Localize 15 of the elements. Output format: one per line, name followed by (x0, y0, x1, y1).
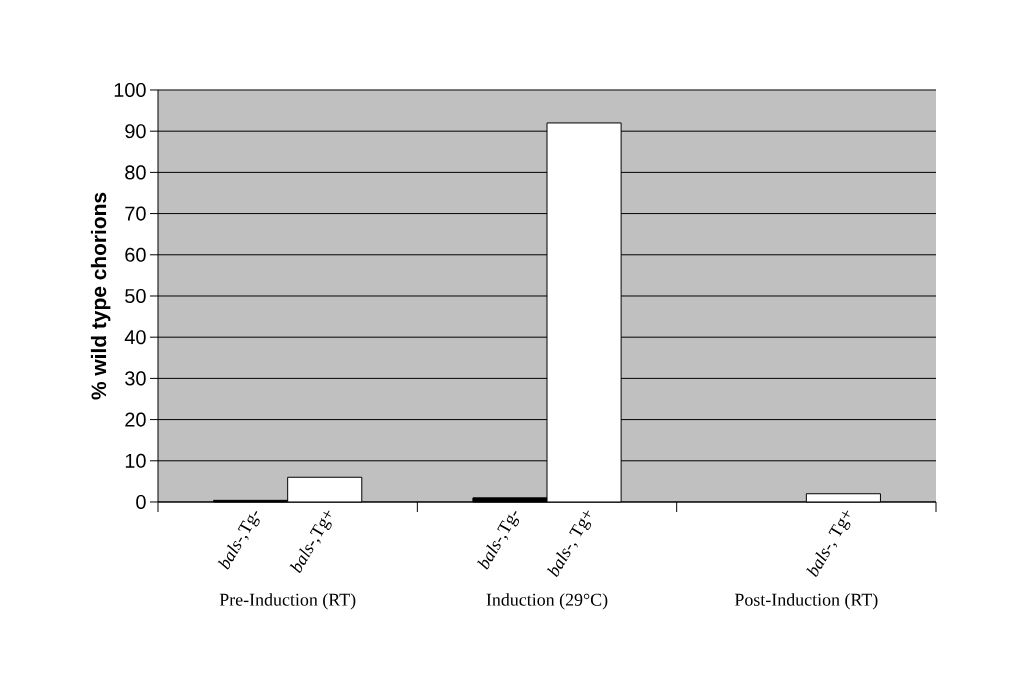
y-tick-label: 20 (125, 412, 146, 427)
y-tick-label: 30 (125, 371, 146, 386)
y-tick-label: 70 (125, 206, 146, 221)
y-tick-label: 90 (125, 124, 146, 139)
text: Post-Induction (RT) (734, 593, 878, 610)
y-tick-label: 60 (125, 247, 146, 262)
y-tick-label: 80 (125, 165, 146, 180)
text: Pre-Induction (RT) (219, 593, 356, 610)
text: Induction (29°C) (486, 593, 608, 610)
y-tick-label: 100 (114, 82, 146, 98)
y-tick-label: 50 (125, 288, 146, 304)
y-axis-title: % wild type chorions (90, 192, 111, 400)
y-tick-label: 10 (125, 453, 146, 468)
y-tick-label: 40 (124, 330, 146, 345)
y-tick-label: 0 (136, 494, 146, 510)
